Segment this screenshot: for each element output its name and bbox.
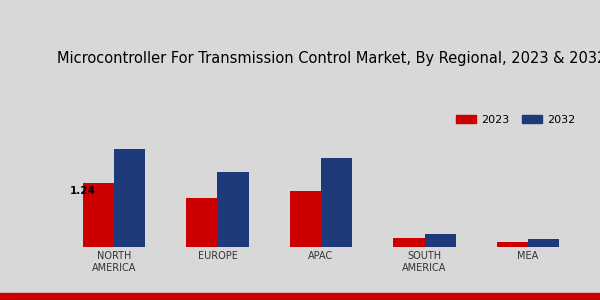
- Bar: [217, 172, 248, 247]
- Bar: [83, 183, 114, 247]
- Bar: [425, 234, 455, 247]
- Bar: [290, 191, 321, 247]
- Bar: [528, 239, 559, 247]
- Legend: 2023, 2032: 2023, 2032: [452, 110, 580, 129]
- Text: Microcontroller For Transmission Control Market, By Regional, 2023 & 2032: Microcontroller For Transmission Control…: [57, 51, 600, 66]
- Bar: [394, 238, 425, 247]
- Bar: [321, 158, 352, 247]
- Bar: [187, 198, 217, 247]
- Bar: [497, 242, 528, 247]
- Bar: [114, 149, 145, 247]
- Text: 1.24: 1.24: [70, 186, 95, 196]
